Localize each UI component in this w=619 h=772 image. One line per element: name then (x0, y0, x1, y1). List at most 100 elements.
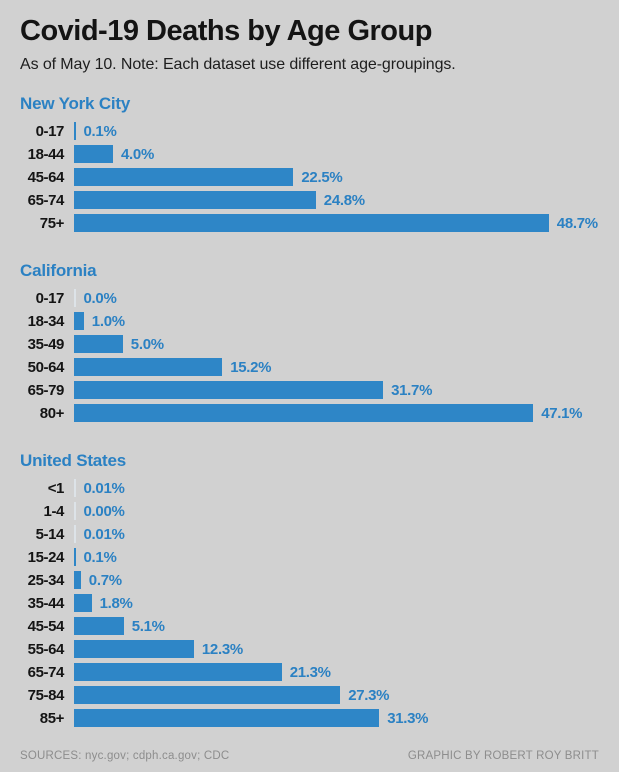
bar (74, 571, 81, 590)
value-label: 48.7% (556, 214, 598, 232)
bar-track: 0.00% (74, 502, 605, 521)
bar-row: 1-4 0.00% (20, 500, 605, 523)
bar (74, 312, 84, 331)
bar-row: 80+ 47.1% (20, 402, 605, 425)
credit-text: GRAPHIC BY ROBERT ROY BRITT (407, 750, 599, 762)
category-label: 65-74 (27, 191, 65, 209)
bar-track: 0.7% (74, 571, 605, 590)
bar-track: 12.3% (74, 640, 605, 659)
bar-row: 65-74 21.3% (20, 661, 605, 684)
bar (74, 617, 124, 636)
value-label: 31.3% (387, 709, 429, 727)
value-label: 15.2% (230, 358, 272, 376)
value-label: 5.1% (131, 617, 165, 635)
bar-row: 75+ 48.7% (20, 212, 605, 235)
value-label: 22.5% (301, 168, 343, 186)
category-label: 45-54 (27, 617, 65, 635)
bar (74, 686, 341, 705)
bar-track: 0.1% (74, 548, 605, 567)
bar (74, 640, 194, 659)
category-label: 15-24 (27, 548, 65, 566)
value-label: 47.1% (541, 404, 583, 422)
bar (74, 145, 113, 164)
bar (74, 548, 76, 567)
category-label: 65-79 (27, 381, 65, 399)
value-label: 0.01% (83, 479, 125, 497)
value-label: 0.0% (83, 289, 117, 307)
bar (74, 122, 76, 141)
bar-track: 21.3% (74, 663, 605, 682)
bar-row: 5-14 0.01% (20, 523, 605, 546)
bar (74, 594, 92, 613)
category-label: 0-17 (35, 289, 65, 307)
bar-track: 1.8% (74, 594, 605, 613)
bar-row: 45-64 22.5% (20, 166, 605, 189)
bar (74, 289, 76, 308)
page-title: Covid-19 Deaths by Age Group (20, 15, 432, 47)
bar-row: 50-64 15.2% (20, 356, 605, 379)
bar-row: 55-64 12.3% (20, 638, 605, 661)
bar-row: 85+ 31.3% (20, 707, 605, 730)
category-label: 25-34 (27, 571, 65, 589)
category-label: 0-17 (35, 122, 65, 140)
bar-row: 75-84 27.3% (20, 684, 605, 707)
page-subtitle: As of May 10. Note: Each dataset use dif… (20, 55, 456, 73)
bar (74, 404, 534, 423)
bar-track: 5.0% (74, 335, 605, 354)
chart-section: New York City 0-17 0.1% 18-44 4.0% 45-64 22.5%… (20, 94, 605, 235)
category-label: 75-84 (27, 686, 65, 704)
bar-row: 0-17 0.0% (20, 287, 605, 310)
category-label: 75+ (39, 214, 65, 232)
value-label: 31.7% (391, 381, 433, 399)
category-label: 80+ (39, 404, 65, 422)
category-label: 35-44 (27, 594, 65, 612)
bar-track: 31.7% (74, 381, 605, 400)
bar (74, 381, 384, 400)
bar-row: 18-44 4.0% (20, 143, 605, 166)
bar-row: 15-24 0.1% (20, 546, 605, 569)
bar (74, 214, 549, 233)
value-label: 0.1% (83, 548, 117, 566)
bar-row: 0-17 0.1% (20, 120, 605, 143)
bar (74, 709, 380, 728)
section-title: California (20, 260, 97, 280)
section-title: New York City (20, 93, 131, 113)
bar-track: 24.8% (74, 191, 605, 210)
bar-track: 0.01% (74, 525, 605, 544)
sources-text: SOURCES: nyc.gov; cdph.ca.gov; CDC (20, 750, 230, 762)
value-label: 0.7% (88, 571, 122, 589)
category-label: <1 (47, 479, 65, 497)
category-label: 18-34 (27, 312, 65, 330)
bar (74, 525, 76, 544)
bar-track: 0.1% (74, 122, 605, 141)
bar-row: 45-54 5.1% (20, 615, 605, 638)
bar-track: 5.1% (74, 617, 605, 636)
bar (74, 335, 123, 354)
category-label: 85+ (39, 709, 65, 727)
category-label: 18-44 (27, 145, 65, 163)
value-label: 27.3% (348, 686, 390, 704)
bar-track: 1.0% (74, 312, 605, 331)
category-label: 45-64 (27, 168, 65, 186)
value-label: 4.0% (121, 145, 154, 163)
value-label: 5.0% (130, 335, 164, 353)
category-label: 5-14 (35, 525, 65, 543)
chart-section: California 0-17 0.0% 18-34 1.0% 35-49 5.0% 50-6… (20, 261, 605, 425)
bar-track: 22.5% (74, 168, 605, 187)
bar (74, 663, 282, 682)
bar (74, 168, 294, 187)
value-label: 0.01% (83, 525, 125, 543)
sections: New York City 0-17 0.1% 18-44 4.0% 45-64 22.5%… (20, 74, 605, 730)
bar-track: 0.0% (74, 289, 605, 308)
value-label: 1.8% (99, 594, 133, 612)
bar-row: <1 0.01% (20, 477, 605, 500)
bar-track: 48.7% (74, 214, 605, 233)
bar (74, 358, 223, 377)
footer: SOURCES: nyc.gov; cdph.ca.gov; CDC GRAPH… (20, 750, 605, 762)
bar-row: 18-34 1.0% (20, 310, 605, 333)
category-label: 1-4 (43, 502, 65, 520)
bar-track: 0.01% (74, 479, 605, 498)
value-label: 0.1% (83, 122, 117, 140)
category-label: 65-74 (27, 663, 65, 681)
